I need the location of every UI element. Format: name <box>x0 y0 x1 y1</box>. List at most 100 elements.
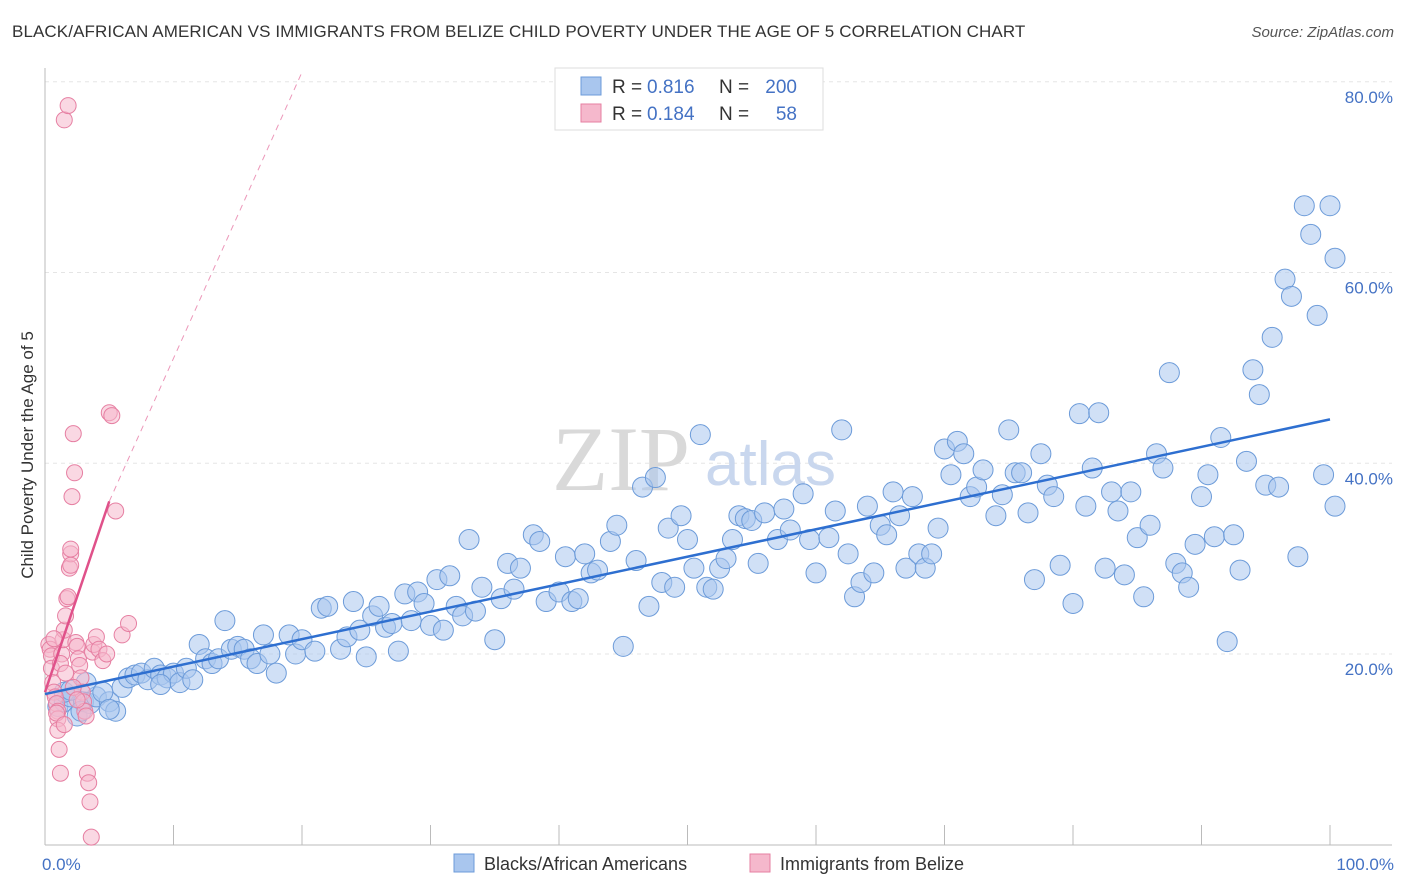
point-blacks <box>837 543 859 565</box>
point-blacks <box>1126 527 1148 549</box>
legend-n-label-2: N = <box>719 104 749 125</box>
legend-top: R = 0.816 N = 200 R = 0.184 N = 58 <box>554 67 824 131</box>
y-axis-title: Child Poverty Under the Age of 5 <box>18 331 37 579</box>
point-blacks <box>252 624 274 646</box>
point-blacks <box>304 640 326 662</box>
point-blacks <box>484 629 506 651</box>
legend-r-label-2: R = <box>612 104 642 125</box>
point-belize <box>55 716 73 734</box>
point-blacks <box>1280 285 1302 307</box>
point-blacks <box>98 698 120 720</box>
point-blacks <box>1152 457 1174 479</box>
point-blacks <box>702 578 724 600</box>
point-blacks <box>638 595 660 617</box>
point-blacks <box>664 576 686 598</box>
point-blacks <box>972 459 994 481</box>
point-blacks <box>259 643 281 665</box>
legend-bottom-swatch-pink <box>749 853 771 873</box>
point-blacks <box>1242 359 1264 381</box>
point-belize <box>50 740 68 758</box>
point-blacks <box>863 562 885 584</box>
point-blacks <box>1107 500 1129 522</box>
point-blacks <box>1101 481 1123 503</box>
point-blacks <box>1023 569 1045 591</box>
point-blacks <box>509 557 531 579</box>
point-belize <box>55 111 73 129</box>
point-belize <box>62 540 80 558</box>
point-blacks <box>1184 533 1206 555</box>
legend-bottom-label-pink: Immigrants from Belize <box>780 854 964 874</box>
point-blacks <box>689 424 711 446</box>
point-blacks <box>439 565 461 587</box>
point-blacks <box>1261 326 1283 348</box>
point-blacks <box>458 529 480 551</box>
legend-bottom: Blacks/African Americans Immigrants from… <box>453 853 964 874</box>
point-blacks <box>754 502 776 524</box>
watermark-zip: ZIP <box>552 408 690 510</box>
point-blacks <box>670 505 692 527</box>
point-belize <box>107 502 125 520</box>
point-blacks <box>1088 402 1110 424</box>
point-belize <box>103 407 121 425</box>
point-blacks <box>317 595 339 617</box>
point-blacks <box>1120 481 1142 503</box>
point-blacks <box>554 546 576 568</box>
x-tick-min: 0.0% <box>42 855 81 874</box>
point-blacks <box>1319 195 1341 217</box>
point-blacks <box>747 552 769 574</box>
point-blacks <box>876 524 898 546</box>
point-blacks <box>1011 462 1033 484</box>
point-blacks <box>342 591 364 613</box>
point-blacks <box>1075 495 1097 517</box>
point-blacks <box>368 595 390 617</box>
point-blacks <box>150 674 172 696</box>
point-blacks <box>921 543 943 565</box>
point-belize <box>51 764 69 782</box>
point-blacks <box>567 588 589 610</box>
legend-r-value-1: 0.816 <box>647 77 695 98</box>
point-blacks <box>612 635 634 657</box>
point-blacks <box>1293 195 1315 217</box>
point-blacks <box>856 495 878 517</box>
point-blacks <box>953 443 975 465</box>
point-blacks <box>1197 464 1219 486</box>
point-belize <box>98 645 116 663</box>
point-belize <box>59 97 77 115</box>
point-blacks <box>644 467 666 489</box>
point-blacks <box>1178 576 1200 598</box>
point-blacks <box>606 514 628 536</box>
point-belize <box>81 793 99 811</box>
y-tick-labels: 20.0% 40.0% 60.0% 80.0% <box>1345 88 1393 679</box>
legend-swatch-blue <box>580 76 602 96</box>
point-blacks <box>471 576 493 598</box>
y-tick-label-40: 40.0% <box>1345 469 1393 488</box>
point-blacks <box>998 419 1020 441</box>
point-blacks <box>721 529 743 551</box>
point-blacks <box>927 517 949 539</box>
point-blacks <box>824 500 846 522</box>
legend-swatch-pink <box>580 103 602 123</box>
legend-r-value-2: 0.184 <box>647 104 695 125</box>
y-tick-label-60: 60.0% <box>1345 279 1393 298</box>
point-blacks <box>182 669 204 691</box>
point-blacks <box>1191 486 1212 508</box>
source-label: Source: ZipAtlas.com <box>1251 24 1394 41</box>
y-tick-label-20: 20.0% <box>1345 660 1393 679</box>
point-belize <box>120 614 138 632</box>
point-blacks <box>1287 546 1309 568</box>
legend-bottom-label-blue: Blacks/African Americans <box>484 854 687 874</box>
point-blacks <box>529 530 551 552</box>
point-blacks <box>1306 304 1328 326</box>
point-belize <box>82 828 100 846</box>
series-belize <box>40 97 138 846</box>
point-blacks <box>1248 384 1270 406</box>
point-blacks <box>1313 464 1335 486</box>
point-blacks <box>355 646 377 668</box>
point-belize <box>66 464 84 482</box>
point-blacks <box>818 527 840 549</box>
point-blacks <box>1158 362 1180 384</box>
y-tick-label-80: 80.0% <box>1345 88 1393 107</box>
point-belize <box>45 630 63 648</box>
point-blacks <box>985 505 1007 527</box>
point-belize <box>63 488 81 506</box>
